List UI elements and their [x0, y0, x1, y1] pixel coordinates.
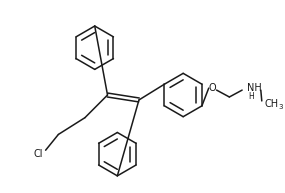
- Text: O: O: [209, 83, 217, 93]
- Text: Cl: Cl: [34, 149, 43, 159]
- Text: H: H: [248, 92, 254, 102]
- Text: NH: NH: [247, 83, 262, 93]
- Text: 3: 3: [278, 104, 283, 110]
- Text: CH: CH: [265, 99, 279, 109]
